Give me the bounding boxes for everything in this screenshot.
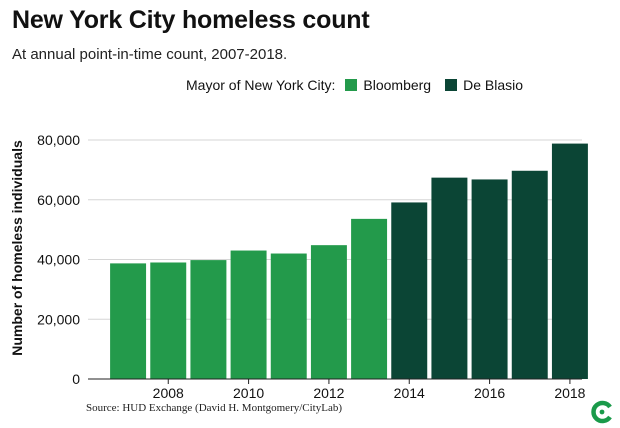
bar-2011 (270, 253, 307, 379)
bar-2009 (190, 260, 227, 379)
y-tick-label: 40,000 (37, 252, 80, 268)
legend-swatch-bloomberg (345, 79, 358, 91)
legend-title: Mayor of New York City: (186, 77, 336, 93)
legend: Mayor of New York City: Bloomberg De Bla… (186, 77, 537, 93)
bar-2014 (391, 202, 428, 379)
bar-2010 (230, 250, 267, 379)
citylab-logo-icon (591, 400, 612, 424)
y-tick-label: 20,000 (37, 311, 80, 327)
legend-item-deblasio: De Blasio (445, 77, 523, 93)
bar-2007 (110, 263, 147, 379)
x-tick-label: 2018 (554, 385, 585, 401)
x-tick-label: 2008 (153, 385, 184, 401)
bar-2015 (431, 177, 468, 379)
legend-swatch-deblasio (445, 79, 458, 91)
bar-2017 (511, 170, 548, 379)
legend-label-bloomberg: Bloomberg (363, 77, 432, 93)
chart-subtitle: At annual point-in-time count, 2007-2018… (12, 46, 288, 63)
x-tick-label: 2016 (474, 385, 505, 401)
y-tick-label: 60,000 (37, 192, 80, 208)
bar-2013 (351, 218, 388, 379)
bar-2018 (551, 143, 588, 379)
y-tick-label: 0 (72, 371, 80, 387)
bar-2012 (310, 245, 347, 379)
x-axis-ticks: 2008 2010 2012 2014 2016 2018 (153, 379, 586, 401)
x-tick-label: 2010 (233, 385, 264, 401)
x-tick-label: 2014 (394, 385, 425, 401)
bar-2016 (471, 179, 508, 379)
y-axis-label: Number of homeless individuals (9, 140, 25, 356)
source-note: Source: HUD Exchange (David H. Montgomer… (86, 402, 342, 414)
x-tick-label: 2012 (313, 385, 344, 401)
chart-title: New York City homeless count (12, 6, 370, 34)
y-tick-label: 80,000 (37, 132, 80, 148)
y-axis-ticks: 0 20,000 40,000 60,000 80,000 (37, 132, 80, 387)
legend-label-deblasio: De Blasio (463, 77, 524, 93)
bars (110, 143, 588, 379)
legend-item-bloomberg: Bloomberg (345, 77, 431, 93)
bar-2008 (150, 262, 187, 379)
